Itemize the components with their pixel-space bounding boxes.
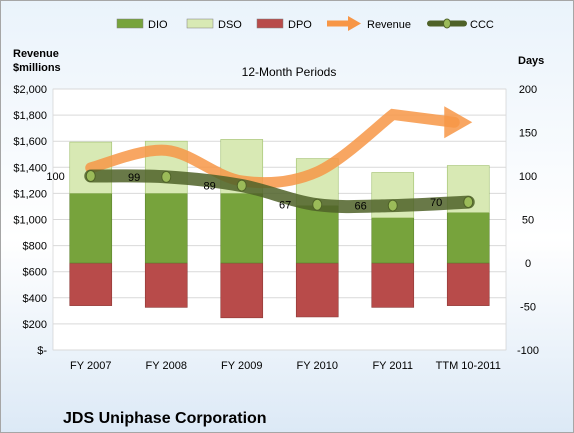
right-tick-label: 50 [522, 215, 534, 227]
left-tick-label: $- [37, 345, 47, 357]
ccc-point [312, 198, 323, 211]
left-tick-label: $400 [23, 293, 47, 305]
bar-dio [295, 205, 339, 264]
left-tick-label: $1,200 [13, 188, 47, 200]
bar-dpo [371, 262, 415, 308]
left-tick-label: $2,000 [13, 84, 47, 96]
right-tick-label: 200 [519, 84, 537, 96]
ccc-point [85, 170, 96, 182]
legend-label-dio: DIO [148, 19, 168, 31]
left-tick-label: $1,600 [13, 136, 47, 148]
legend-marker-ccc [443, 18, 451, 29]
ccc-data-label: 99 [128, 172, 140, 184]
legend-swatch-dso [186, 18, 214, 29]
left-tick-label: $1,800 [13, 110, 47, 122]
bar-dpo [446, 262, 490, 306]
left-tick-label: $1,000 [13, 215, 47, 227]
right-tick-label: 100 [519, 171, 537, 183]
ccc-data-label: 89 [204, 181, 216, 193]
ccc-point [236, 179, 247, 192]
ccc-data-label: 100 [46, 171, 64, 183]
right-axis-ticks: -100 -50 0 50 100 150 200 [517, 84, 539, 357]
ccc-point [463, 196, 474, 209]
bars [69, 139, 490, 319]
bar-dio [220, 193, 264, 264]
left-axis-title-line2: $millions [13, 62, 61, 74]
legend-label-dpo: DPO [288, 19, 312, 31]
left-axis-title-line1: Revenue [13, 48, 59, 60]
right-tick-label: 150 [519, 128, 537, 140]
bar-dpo [295, 262, 339, 318]
legend: DIO DSO DPO Revenue CCC [116, 16, 494, 31]
ccc-data-label: 70 [430, 197, 442, 209]
legend-arrow-revenue [348, 16, 361, 31]
ccc-data-label: 67 [279, 200, 291, 212]
revenue-arrowhead [444, 106, 473, 139]
ccc-line [84, 169, 475, 214]
legend-label-ccc: CCC [470, 19, 494, 31]
right-axis-title: Days [518, 55, 544, 67]
right-tick-label: -50 [520, 302, 536, 314]
chart-title: 12-Month Periods [242, 65, 337, 79]
ccc-point [387, 199, 398, 212]
category-label: FY 2010 [297, 360, 338, 372]
right-tick-label: 0 [525, 258, 531, 270]
bar-dio [69, 193, 113, 264]
category-label: FY 2011 [372, 360, 413, 372]
left-tick-label: $1,400 [13, 162, 47, 174]
ccc-point [161, 170, 172, 183]
category-axis: FY 2007 FY 2008 FY 2009 FY 2010 FY 2011 TTM 1… [70, 360, 501, 372]
bar-dio [446, 212, 490, 264]
legend-label-dso: DSO [218, 19, 242, 31]
bar-dpo [69, 262, 113, 306]
ccc-data-label: 66 [355, 201, 367, 213]
lines: 100 99 89 67 66 70 [46, 106, 475, 214]
category-label: FY 2009 [221, 360, 262, 372]
left-axis-ticks: $- $200 $400 $600 $800 $1,000 $1,200 $1,400 $1,6… [13, 84, 47, 357]
legend-label-revenue: Revenue [367, 19, 411, 31]
bar-dpo [144, 262, 188, 308]
bar-dio [144, 193, 188, 264]
left-tick-label: $800 [23, 241, 47, 253]
category-label: FY 2008 [146, 360, 187, 372]
category-label: FY 2007 [70, 360, 111, 372]
bar-dio [371, 217, 415, 264]
legend-swatch-dpo [256, 18, 284, 29]
company-name: JDS Uniphase Corporation [63, 410, 267, 427]
left-tick-label: $600 [23, 267, 47, 279]
bar-dpo [220, 262, 264, 319]
left-tick-label: $200 [23, 319, 47, 331]
legend-swatch-dio [116, 18, 144, 29]
right-tick-label: -100 [517, 345, 539, 357]
category-label: TTM 10-2011 [436, 360, 501, 372]
